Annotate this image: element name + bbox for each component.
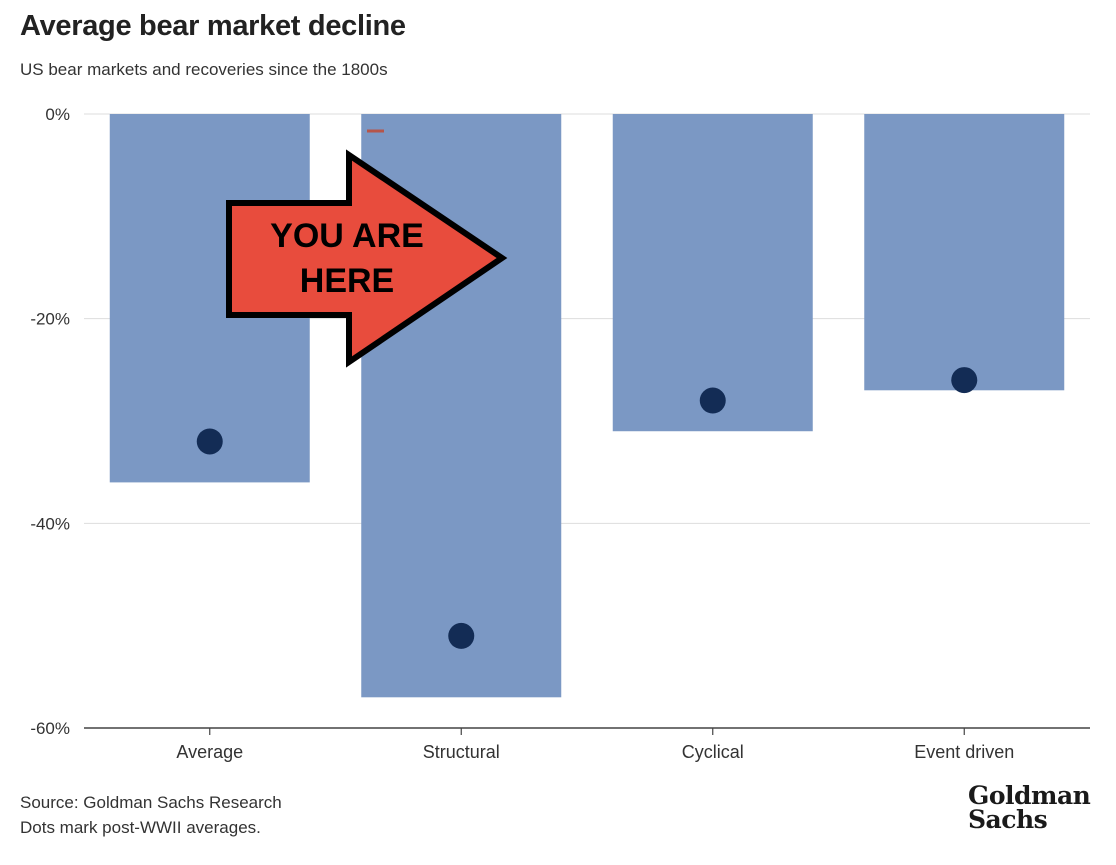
chart-title: Average bear market decline — [20, 10, 406, 42]
dot-structural — [448, 622, 475, 649]
dot-event-driven — [951, 367, 978, 394]
bar-cyclical — [612, 114, 813, 432]
bar-event-driven — [864, 114, 1065, 391]
arrow-label-line-2: HERE — [300, 262, 394, 300]
dot-average — [196, 428, 223, 455]
y-tick-label: -60% — [30, 719, 70, 738]
x-tick-label: Average — [176, 742, 243, 762]
logo-line-2: Sachs — [968, 805, 1048, 834]
y-tick-label: -20% — [30, 310, 70, 329]
you-are-here-arrow — [226, 149, 508, 368]
x-tick-label: Cyclical — [682, 742, 744, 762]
chart-footer: Source: Goldman Sachs Research Dots mark… — [20, 790, 282, 840]
bar-chart: 0% -20% -40% -60% Average Structural Cyclical E… — [30, 105, 1090, 762]
goldman-sachs-logo: Goldman Sachs — [968, 781, 1098, 834]
source-note: Source: Goldman Sachs Research — [20, 793, 282, 812]
chart-subtitle: US bear markets and recoveries since the… — [20, 60, 388, 79]
dot-cyclical — [699, 387, 726, 414]
logo-line-1: Goldman — [968, 781, 1091, 810]
y-tick-label: 0% — [45, 105, 70, 124]
y-tick-label: -40% — [30, 514, 70, 533]
dots-note: Dots mark post-WWII averages. — [20, 818, 261, 837]
arrow-label-line-1: YOU ARE — [270, 217, 424, 255]
x-tick-label: Structural — [423, 742, 500, 762]
x-tick-label: Event driven — [914, 742, 1014, 762]
